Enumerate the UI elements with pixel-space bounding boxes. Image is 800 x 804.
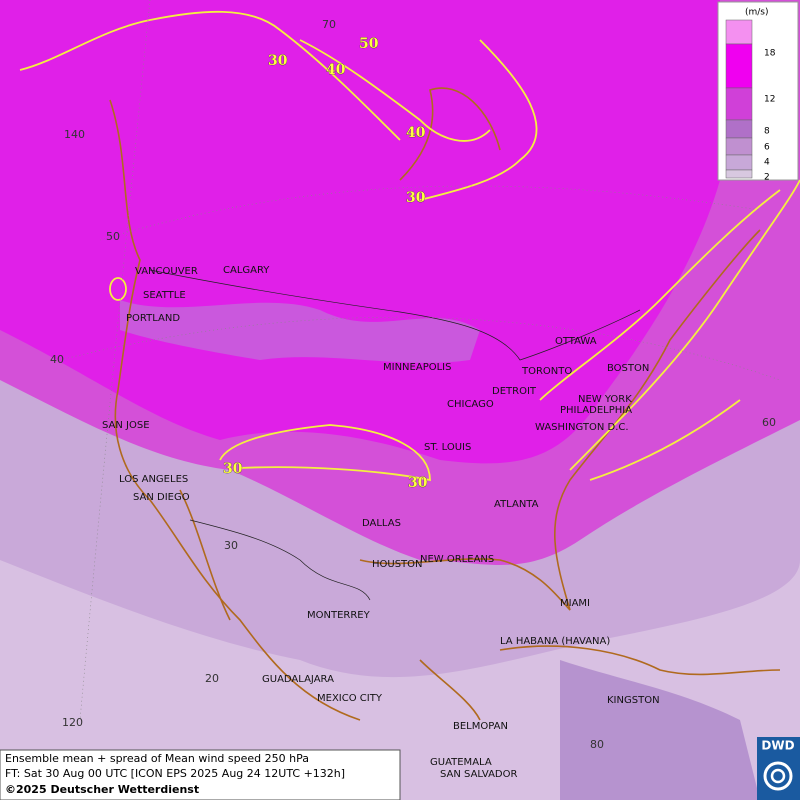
contour-line xyxy=(539,189,781,401)
legend-tick: 2 xyxy=(764,173,770,183)
coastline xyxy=(109,99,361,721)
coastline xyxy=(399,87,501,181)
city-label: WASHINGTON D.C. xyxy=(535,422,629,433)
legend-swatch xyxy=(725,137,753,156)
graticule xyxy=(59,0,781,721)
contour-label: 50 xyxy=(359,36,379,52)
graticule-label: 20 xyxy=(205,672,219,685)
legend-tick: 6 xyxy=(764,143,770,153)
contour-line xyxy=(299,39,491,142)
legend-tick: 12 xyxy=(764,95,775,105)
city-label: SAN JOSE xyxy=(102,420,150,431)
footer-text: Ensemble mean + spread of Mean wind spee… xyxy=(5,752,309,765)
footer-box xyxy=(0,749,401,801)
city-label: HOUSTON xyxy=(372,559,423,570)
city-label: MINNEAPOLIS xyxy=(383,362,451,373)
legend-tick: 18 xyxy=(764,49,776,59)
contour-line xyxy=(109,277,127,301)
city-label: SAN SALVADOR xyxy=(440,769,517,780)
contour-label: 40 xyxy=(326,62,346,78)
city-label: BOSTON xyxy=(607,363,649,374)
footer-text: ©2025 Deutscher Wetterdienst xyxy=(5,783,199,796)
graticule-label: 60 xyxy=(762,416,776,429)
legend-unit: (m/s) xyxy=(745,8,769,18)
contour-line xyxy=(569,179,800,471)
city-label: DETROIT xyxy=(492,386,537,397)
city-label: PHILADELPHIA xyxy=(560,405,632,416)
contour-line xyxy=(419,39,538,201)
city-label: CALGARY xyxy=(223,265,270,276)
borders xyxy=(149,269,641,601)
graticule-label: 50 xyxy=(106,230,120,243)
legend-swatch xyxy=(725,19,753,45)
city-label: NEW ORLEANS xyxy=(420,554,494,565)
graticule-label: 120 xyxy=(62,716,83,729)
coastlines xyxy=(109,87,781,721)
city-label: MEXICO CITY xyxy=(317,693,383,704)
city-label: CHICAGO xyxy=(447,399,494,410)
city-label: LOS ANGELES xyxy=(119,474,188,485)
city-label: SEATTLE xyxy=(143,290,186,301)
contour-line xyxy=(589,399,741,481)
city-label: MONTERREY xyxy=(307,610,371,621)
logo-text: DWD xyxy=(761,739,794,753)
legend-tick: 8 xyxy=(764,127,770,137)
contour-line xyxy=(219,424,431,482)
city-label: KINGSTON xyxy=(607,695,660,706)
city-label: GUATEMALA xyxy=(430,757,492,768)
city-label: OTTAWA xyxy=(555,336,597,347)
city-label: GUADALAJARA xyxy=(262,674,334,685)
city-label: ATLANTA xyxy=(494,499,539,510)
border xyxy=(189,519,371,601)
coastline xyxy=(179,489,231,621)
coastline xyxy=(359,229,761,611)
contour-label: 30 xyxy=(408,475,428,491)
city-label: BELMOPAN xyxy=(453,721,508,732)
contour-label: 30 xyxy=(223,461,243,477)
city-label: SAN DIEGO xyxy=(133,492,190,503)
logo-icon xyxy=(770,768,786,784)
field-8 xyxy=(120,300,480,363)
graticule-label: 80 xyxy=(590,738,604,751)
legend-swatch xyxy=(725,169,753,179)
contours xyxy=(19,10,800,482)
contour-line xyxy=(19,10,401,141)
coastline xyxy=(499,645,781,676)
contour-label: 40 xyxy=(406,125,426,141)
contour-label: 30 xyxy=(268,53,288,69)
city-label: MIAMI xyxy=(560,598,590,609)
logo-icon xyxy=(763,761,793,791)
city-label: NEW YORK xyxy=(578,394,632,405)
graticule-label: 70 xyxy=(322,18,336,31)
city-label: LA HABANA (HAVANA) xyxy=(500,636,610,647)
city-label: VANCOUVER xyxy=(135,266,198,277)
field-6 xyxy=(560,660,760,800)
city-label: ST. LOUIS xyxy=(424,442,471,453)
graticule-line xyxy=(79,0,151,721)
graticule-label: 40 xyxy=(50,353,64,366)
footer-text: FT: Sat 30 Aug 00 UTC [ICON EPS 2025 Aug… xyxy=(5,767,345,780)
city-label: PORTLAND xyxy=(126,313,180,324)
legend-swatch xyxy=(725,154,753,171)
field-18 xyxy=(0,0,720,464)
contour-label: 30 xyxy=(406,190,426,206)
legend-swatch xyxy=(725,119,753,139)
coastline xyxy=(419,659,481,721)
graticule-line xyxy=(99,185,761,241)
legend-swatch xyxy=(725,87,753,121)
graticule-label: 140 xyxy=(64,128,85,141)
legend-tick: 4 xyxy=(764,158,770,168)
legend-swatch xyxy=(725,43,753,89)
city-label: DALLAS xyxy=(362,518,401,529)
border xyxy=(149,269,641,361)
city-label: TORONTO xyxy=(521,366,572,377)
graticule-label: 30 xyxy=(224,539,238,552)
